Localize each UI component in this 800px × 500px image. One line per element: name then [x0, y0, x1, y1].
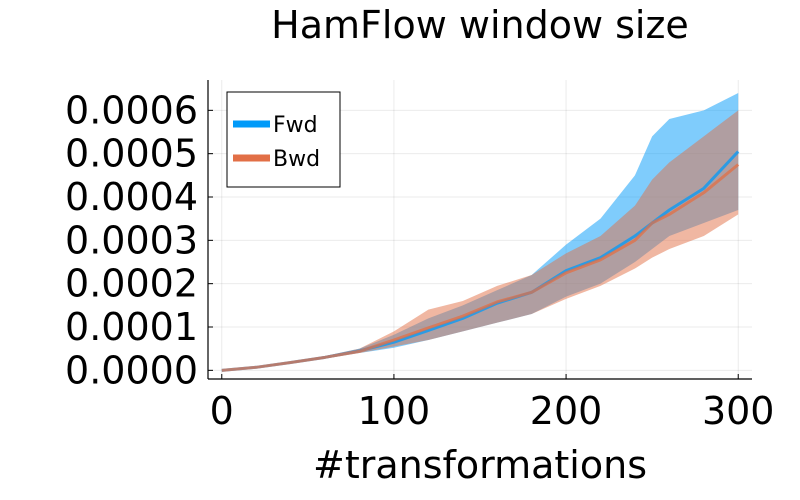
x-tick-label: 0	[210, 389, 234, 433]
x-tick-label: 200	[530, 389, 603, 433]
line-bwd	[221, 163, 740, 372]
series-lines	[221, 150, 740, 372]
x-tick-label: 300	[702, 389, 775, 433]
x-axis-label: #transformations	[313, 443, 647, 487]
y-tick-label: 0.0004	[65, 175, 198, 219]
y-tick-label: 0.0000	[65, 348, 198, 392]
axes	[207, 80, 752, 380]
legend-label-bwd: Bwd	[273, 147, 320, 172]
legend-box	[226, 91, 341, 188]
y-tick-label: 0.0006	[65, 88, 198, 132]
y-tick-label: 0.0005	[65, 132, 198, 176]
x-tick-label: 100	[358, 389, 431, 433]
chart-title: HamFlow window size	[271, 3, 689, 47]
y-tick-label: 0.0002	[65, 262, 198, 306]
x-ticks: 0 100 200 300	[210, 374, 775, 433]
y-tick-label: 0.0003	[65, 218, 198, 262]
y-tick-label: 0.0001	[65, 305, 198, 349]
y-ticks: 0.00000.00010.00020.00030.00040.00050.00…	[65, 88, 213, 392]
legend: Fwd Bwd	[226, 91, 341, 188]
legend-label-fwd: Fwd	[273, 113, 318, 138]
